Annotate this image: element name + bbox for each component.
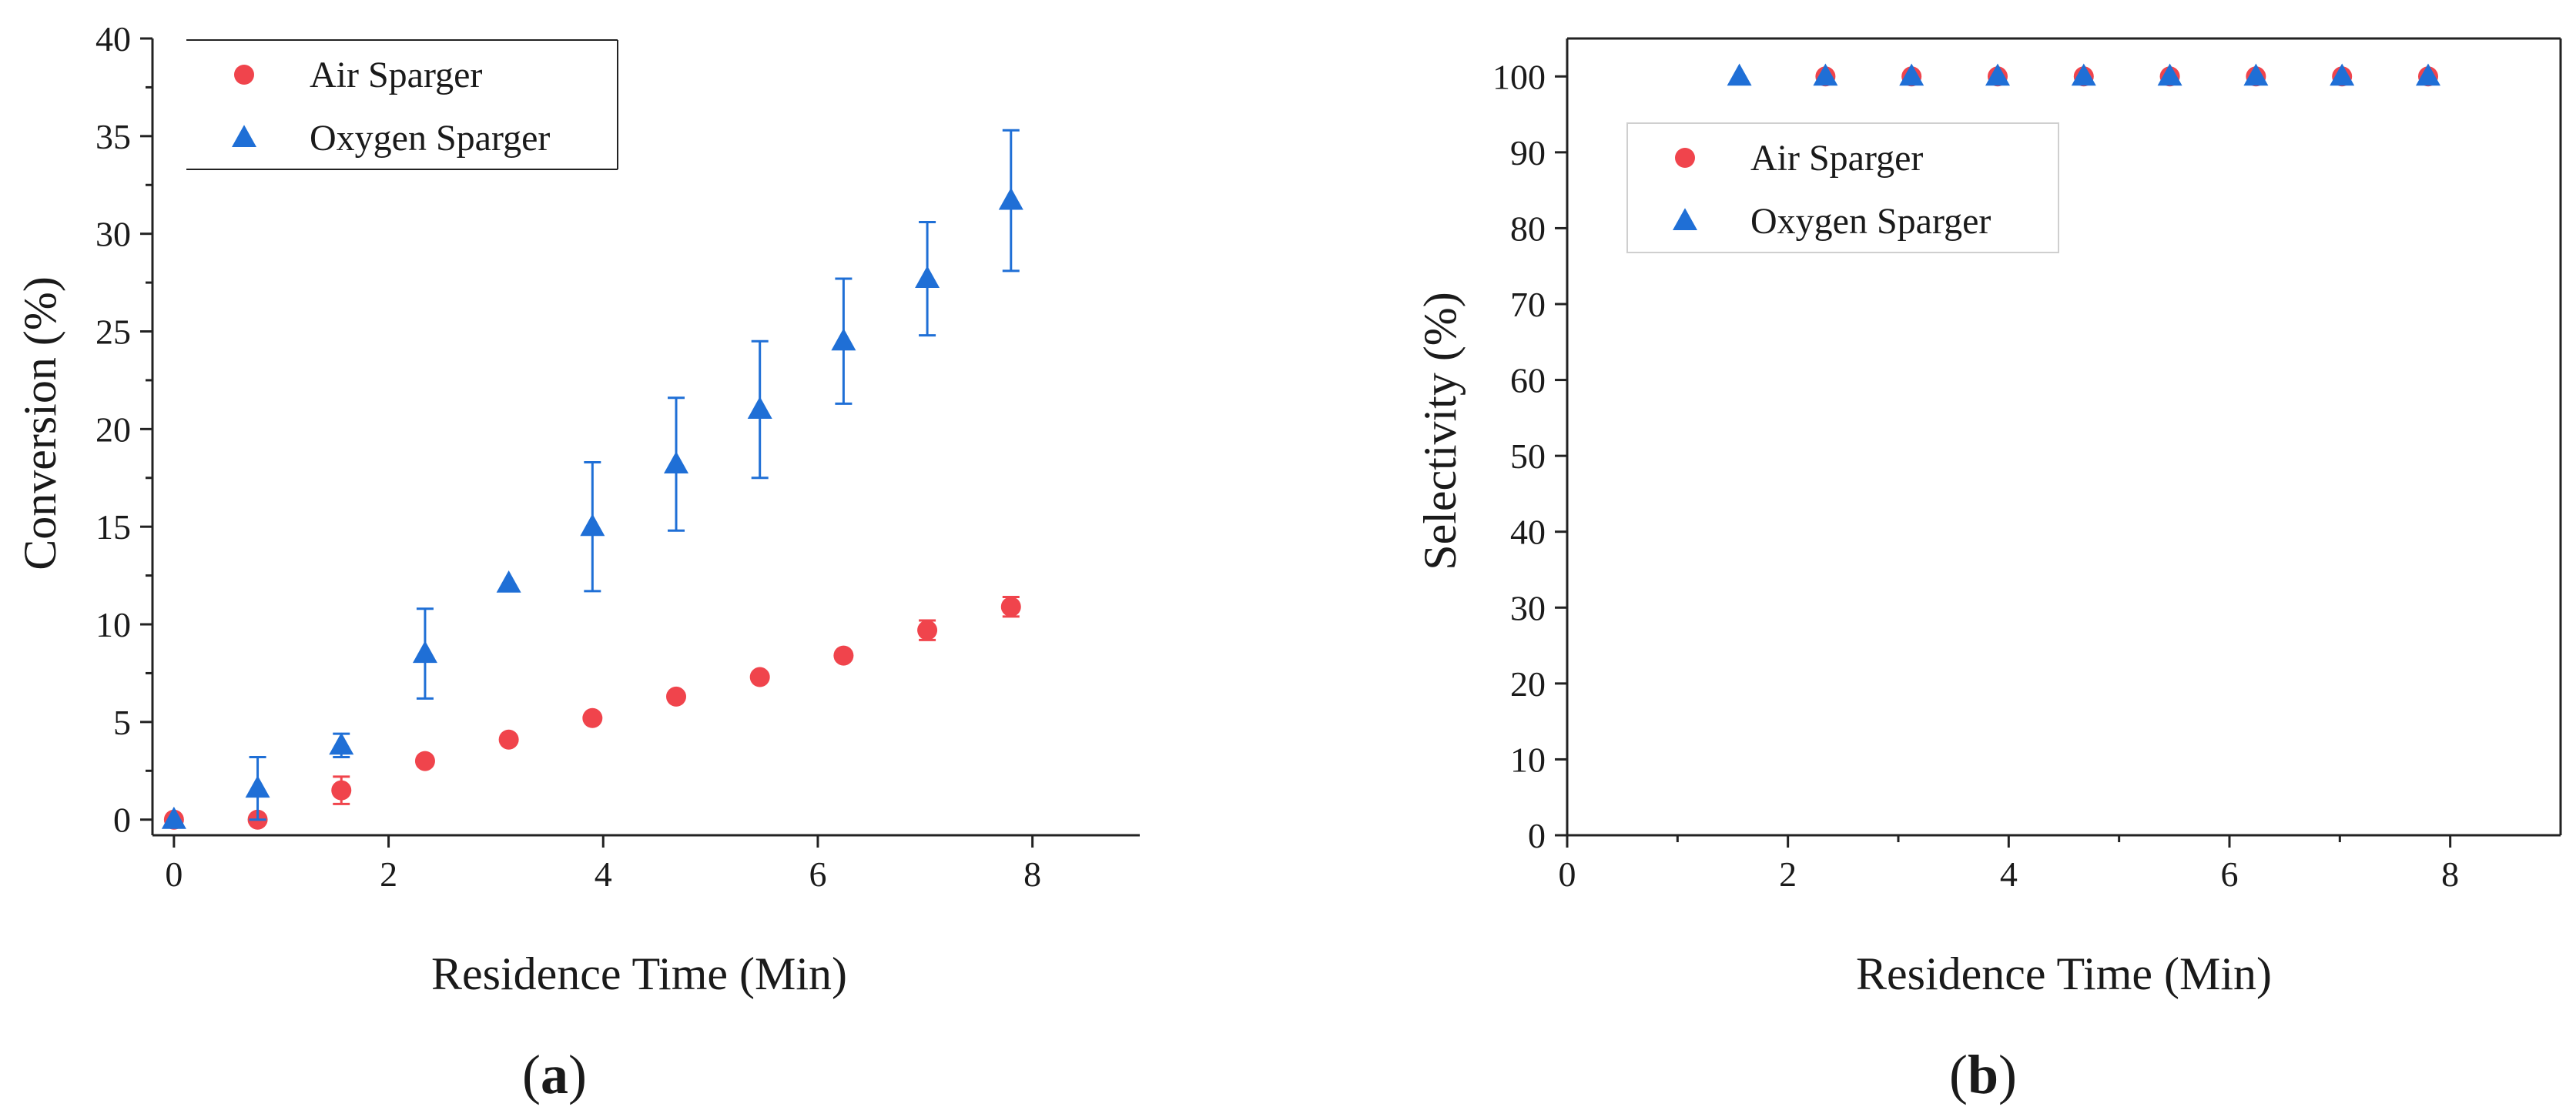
panel-b-y-tick-label: 40 bbox=[1510, 513, 1546, 552]
panel-a-label: (a) bbox=[522, 1044, 587, 1105]
panel-a-air-point bbox=[582, 707, 603, 728]
panel-a-y-tick-label: 35 bbox=[95, 117, 131, 156]
panel-a-y-tick-label: 0 bbox=[113, 801, 131, 840]
panel-b-oxygen-point bbox=[1899, 63, 1924, 86]
panel-a-air-point bbox=[749, 667, 770, 687]
panel-b-oxygen-point bbox=[2071, 63, 2096, 86]
panel-a-legend-air-label: Air Sparger bbox=[310, 55, 482, 95]
panel-b-oxygen-point bbox=[2416, 63, 2440, 86]
panel-b-oxygen-point bbox=[2330, 63, 2355, 86]
panel-a-x-tick-label: 0 bbox=[165, 854, 183, 894]
panel-b-oxygen-point bbox=[1813, 63, 1838, 86]
panel-a-air-point bbox=[498, 729, 519, 750]
panel-b-x-axis-title: Residence Time (Min) bbox=[1856, 948, 2272, 999]
panel-b-y-tick-label: 30 bbox=[1510, 588, 1546, 627]
panel-a-legend-air-icon bbox=[234, 65, 254, 85]
panel-b-x-tick-label: 2 bbox=[1779, 854, 1797, 894]
panel-a-oxygen-point bbox=[580, 513, 605, 537]
panel-b-oxygen-point bbox=[2157, 63, 2182, 86]
panel-a-air-point bbox=[666, 686, 687, 707]
panel-a-oxygen-point bbox=[998, 187, 1023, 210]
panel-a-air-point bbox=[833, 645, 854, 666]
panel-a-x-axis-title: Residence Time (Min) bbox=[431, 948, 847, 999]
panel-b-x-tick-label: 4 bbox=[2000, 854, 2018, 894]
panel-a-x-tick-label: 4 bbox=[595, 854, 612, 894]
panel-b-oxygen-point bbox=[2243, 63, 2269, 86]
panel-b-y-tick-label: 80 bbox=[1510, 209, 1546, 248]
panel-b-x-tick-label: 6 bbox=[2221, 854, 2239, 894]
panel-a-oxygen-point bbox=[161, 806, 186, 829]
panel-a-legend: Air Sparger Oxygen Sparger bbox=[186, 39, 618, 170]
panel-a-oxygen-point bbox=[831, 328, 856, 351]
panel-b-y-tick-label: 10 bbox=[1510, 740, 1546, 779]
panel-a-legend-oxygen-label: Oxygen Sparger bbox=[310, 118, 550, 159]
panel-b-x-tick-label: 8 bbox=[2441, 854, 2459, 894]
panel-b-y-tick-label: 0 bbox=[1528, 816, 1546, 855]
panel-a-y-tick-label: 5 bbox=[113, 703, 131, 742]
panel-a-air-point bbox=[414, 751, 435, 771]
panel-b-oxygen-point bbox=[1985, 63, 2010, 86]
panel-a-y-tick-label: 15 bbox=[95, 507, 131, 547]
panel-b-y-tick-label: 90 bbox=[1510, 133, 1546, 172]
panel-a-air-point bbox=[331, 780, 352, 801]
panel-a-y-tick-label: 20 bbox=[95, 410, 131, 449]
panel-a-air-point bbox=[917, 620, 938, 640]
panel-a-oxygen-point bbox=[245, 775, 270, 798]
panel-b-legend-air-icon bbox=[1675, 148, 1695, 168]
panel-a-y-tick-label: 40 bbox=[95, 19, 131, 59]
panel-a-x-tick-label: 6 bbox=[809, 854, 826, 894]
panel-b-legend-air-label: Air Sparger bbox=[1750, 138, 1923, 179]
panel-b-y-tick-label: 100 bbox=[1492, 57, 1546, 96]
panel-b-legend-oxygen-label: Oxygen Sparger bbox=[1750, 201, 1991, 242]
panel-b-y-tick-label: 70 bbox=[1510, 285, 1546, 324]
panel-a-y-axis-title: Conversion (%) bbox=[15, 276, 65, 570]
panel-a-y-tick-label: 30 bbox=[95, 215, 131, 254]
panel-b-label: (b) bbox=[1949, 1044, 2017, 1105]
panel-a-plot: 0 2 4 6 8 0 5 10 15 20 25 30 35 40 Air Sparger Oxygen S… bbox=[95, 19, 1140, 894]
panel-a: 0 2 4 6 8 0 5 10 15 20 25 30 35 40 Air Sparger Oxygen S… bbox=[15, 19, 1140, 1105]
panel-b-y-tick-label: 20 bbox=[1510, 664, 1546, 704]
panel-b-legend-oxygen-icon bbox=[1673, 208, 1697, 230]
panel-a-oxygen-point bbox=[496, 570, 521, 593]
panel-a-air-point bbox=[1000, 597, 1021, 617]
panel-b-y-tick-label: 60 bbox=[1510, 361, 1546, 400]
panel-a-oxygen-point bbox=[329, 732, 354, 755]
panel-a-x-tick-label: 2 bbox=[380, 854, 397, 894]
panel-a-legend-oxygen-icon bbox=[232, 125, 256, 147]
panel-a-oxygen-point bbox=[664, 451, 689, 474]
panel-b-legend: Air Sparger Oxygen Sparger bbox=[1626, 122, 2059, 253]
panel-a-x-tick-label: 8 bbox=[1023, 854, 1041, 894]
panel-a-oxygen-point bbox=[915, 266, 940, 289]
panel-b-y-tick-label: 50 bbox=[1510, 436, 1546, 476]
panel-a-oxygen-point bbox=[412, 640, 437, 664]
panel-a-y-tick-label: 10 bbox=[95, 605, 131, 644]
panel-b-y-axis-title: Selectivity (%) bbox=[1415, 292, 1466, 570]
panel-a-oxygen-point bbox=[747, 396, 772, 419]
panel-b-x-tick-label: 0 bbox=[1559, 854, 1576, 894]
panel-b-legend-frame bbox=[1626, 122, 2059, 253]
panel-b-oxygen-point bbox=[1727, 63, 1752, 86]
panel-a-y-tick-label: 25 bbox=[95, 313, 131, 352]
